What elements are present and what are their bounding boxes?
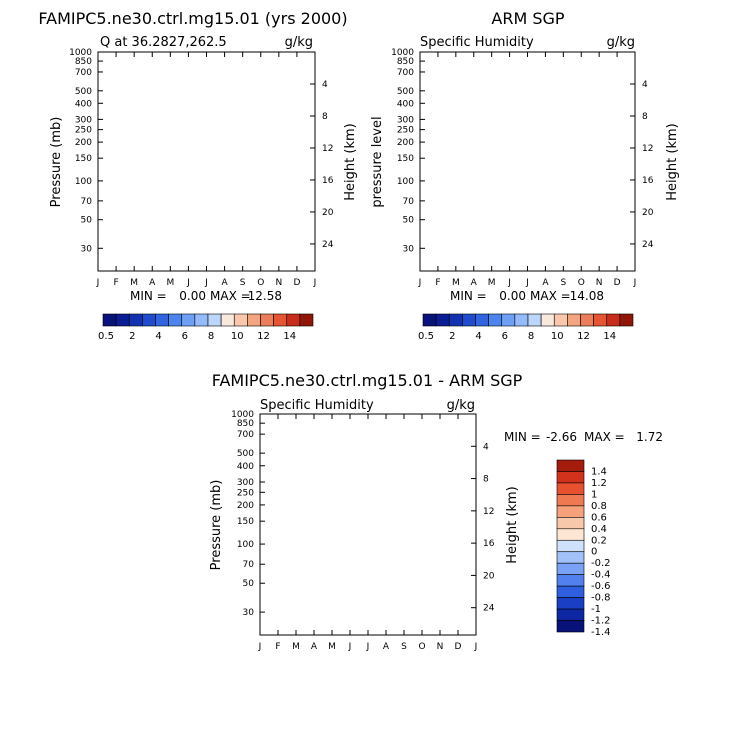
month-tick-label: A — [221, 278, 228, 288]
month-tick-label: O — [257, 278, 264, 288]
panel-model-min-value: 0.00 — [179, 289, 206, 303]
height-tick-label: 20 — [322, 208, 334, 218]
height-tick-label: 4 — [322, 80, 328, 90]
colorbar-swatch — [247, 313, 261, 327]
height-tick-label: 24 — [322, 240, 334, 250]
panel-model-height-axis: 24 20 16 12 8 4 — [310, 80, 334, 250]
pressure-tick-label: 150 — [75, 154, 92, 164]
colorbar-swatch — [142, 313, 156, 327]
pressure-tick-label: 300 — [75, 115, 92, 125]
colorbar-label: 12 — [257, 331, 270, 342]
panel-model-ylabel-right: Height (km) — [343, 123, 358, 200]
colorbar-swatch — [220, 313, 235, 327]
colorbar-label: 10 — [231, 331, 244, 342]
month-tick-label: J — [204, 278, 208, 288]
colorbar-swatch — [128, 313, 143, 327]
panel-model-min-label: MIN = — [130, 289, 167, 303]
panel-model: FAMIPC5.ne30.ctrl.mg15.01 (yrs 2000) Q a… — [38, 9, 358, 342]
colorbar-swatch — [286, 313, 301, 327]
panel-obs-subtitle-left: Specific Humidity — [420, 35, 534, 50]
colorbar-swatch — [181, 313, 196, 327]
month-tick-label: N — [275, 278, 282, 288]
colorbar-swatch — [168, 313, 183, 327]
panel-model-ylabel: Pressure (mb) — [49, 117, 64, 208]
colorbar-swatch — [273, 313, 288, 327]
month-tick-label: D — [293, 278, 300, 288]
height-tick-label: 8 — [322, 112, 328, 122]
pressure-tick-label: 50 — [81, 216, 93, 226]
colorbar-swatch — [102, 313, 117, 327]
pressure-tick-label: 400 — [75, 99, 92, 109]
pressure-tick-label: 700 — [75, 68, 92, 78]
height-tick-label: 12 — [322, 144, 333, 154]
pressure-tick-label: 500 — [75, 87, 92, 97]
panel-model-colorbar: 0.5 2 4 6 8 10 12 14 — [98, 313, 314, 342]
month-tick-label: M — [166, 278, 174, 288]
month-tick-label: M — [130, 278, 138, 288]
month-tick-label: J — [186, 278, 190, 288]
colorbar-swatch — [194, 313, 209, 327]
pressure-tick-label: 100 — [75, 177, 92, 187]
colorbar-label: 2 — [129, 331, 135, 342]
colorbar-swatch — [207, 313, 222, 327]
colorbar-label: 4 — [155, 331, 161, 342]
colorbar-label: 14 — [283, 331, 296, 342]
panel-model-max-value: 12.58 — [248, 289, 282, 303]
colorbar-swatch — [299, 313, 314, 327]
colorbar-label: 6 — [182, 331, 188, 342]
panel-model-subtitle-right: g/kg — [285, 35, 313, 50]
month-tick-label: A — [149, 278, 156, 288]
pressure-tick-label: 30 — [81, 244, 93, 254]
pressure-tick-label: 850 — [75, 57, 92, 67]
panel-model-max-label: MAX = — [210, 289, 251, 303]
height-tick-label: 16 — [322, 176, 334, 186]
pressure-tick-label: 250 — [75, 126, 92, 136]
colorbar-swatch — [155, 313, 169, 327]
panel-obs-subtitle-right: g/kg — [607, 35, 635, 50]
colorbar-label: 0.5 — [98, 331, 114, 342]
month-tick-label: J — [313, 278, 317, 288]
panel-model-subtitle-left: Q at 36.2827,262.5 — [100, 35, 227, 50]
pressure-tick-label: 1000 — [69, 48, 92, 58]
panel-obs: ARM SGP Specific Humidity g/kg 305070100… — [370, 9, 680, 342]
month-tick-label: F — [113, 278, 118, 288]
month-tick-label: J — [96, 278, 100, 288]
colorbar-swatch — [115, 313, 130, 327]
panel-model-title: FAMIPC5.ne30.ctrl.mg15.01 (yrs 2000) — [38, 9, 347, 28]
pressure-tick-label: 200 — [75, 138, 92, 148]
pressure-tick-label: 70 — [81, 197, 93, 207]
month-tick-label: S — [240, 278, 246, 288]
panel-obs-title: ARM SGP — [491, 9, 565, 28]
panel-model-frame — [97, 51, 316, 272]
colorbar-swatch — [233, 313, 248, 327]
colorbar-label: 8 — [208, 331, 214, 342]
colorbar-swatch — [260, 313, 274, 327]
